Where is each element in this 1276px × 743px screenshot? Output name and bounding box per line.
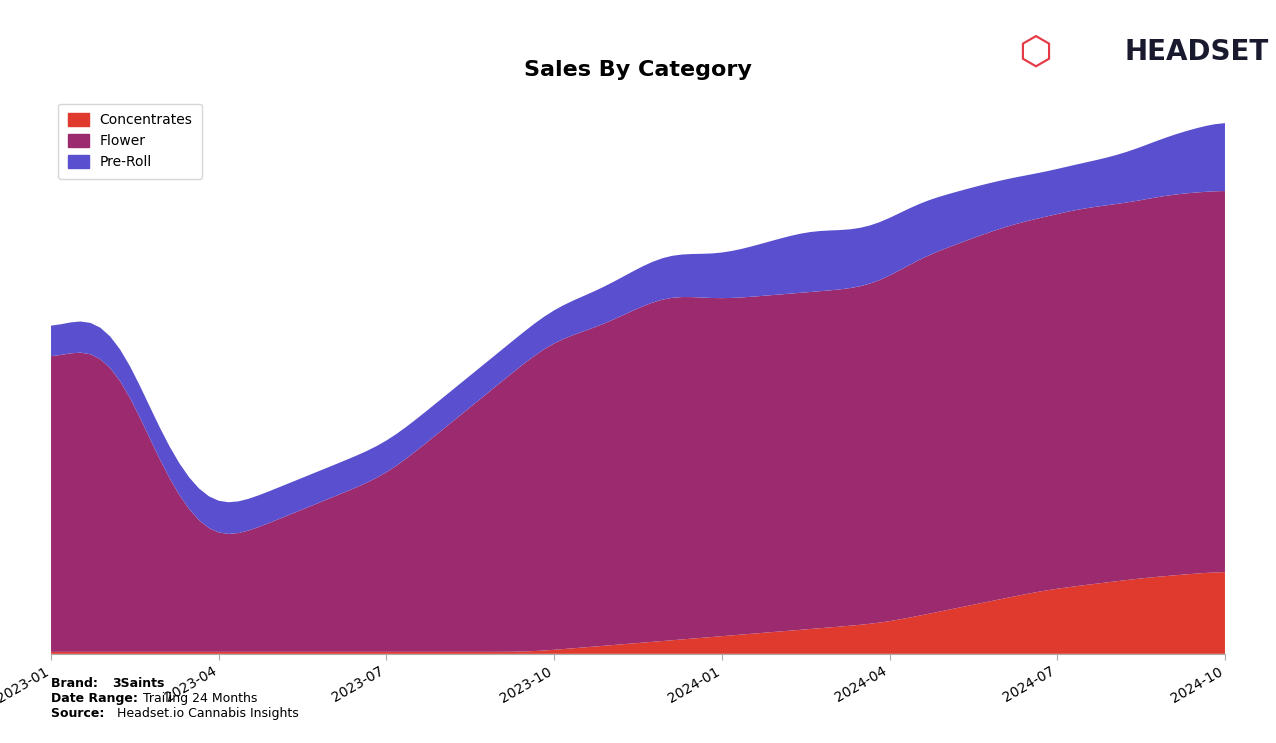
Text: 3Saints: 3Saints <box>112 678 165 690</box>
Legend: Concentrates, Flower, Pre-Roll: Concentrates, Flower, Pre-Roll <box>57 103 203 179</box>
Text: HEADSET: HEADSET <box>1124 38 1268 66</box>
Text: ⬡: ⬡ <box>1018 33 1051 71</box>
Text: Trailing 24 Months: Trailing 24 Months <box>143 692 258 705</box>
Text: Headset.io Cannabis Insights: Headset.io Cannabis Insights <box>117 707 299 720</box>
Title: Sales By Category: Sales By Category <box>524 59 752 80</box>
Text: Date Range:: Date Range: <box>51 692 143 705</box>
Text: Brand:: Brand: <box>51 678 102 690</box>
Text: Source:: Source: <box>51 707 108 720</box>
